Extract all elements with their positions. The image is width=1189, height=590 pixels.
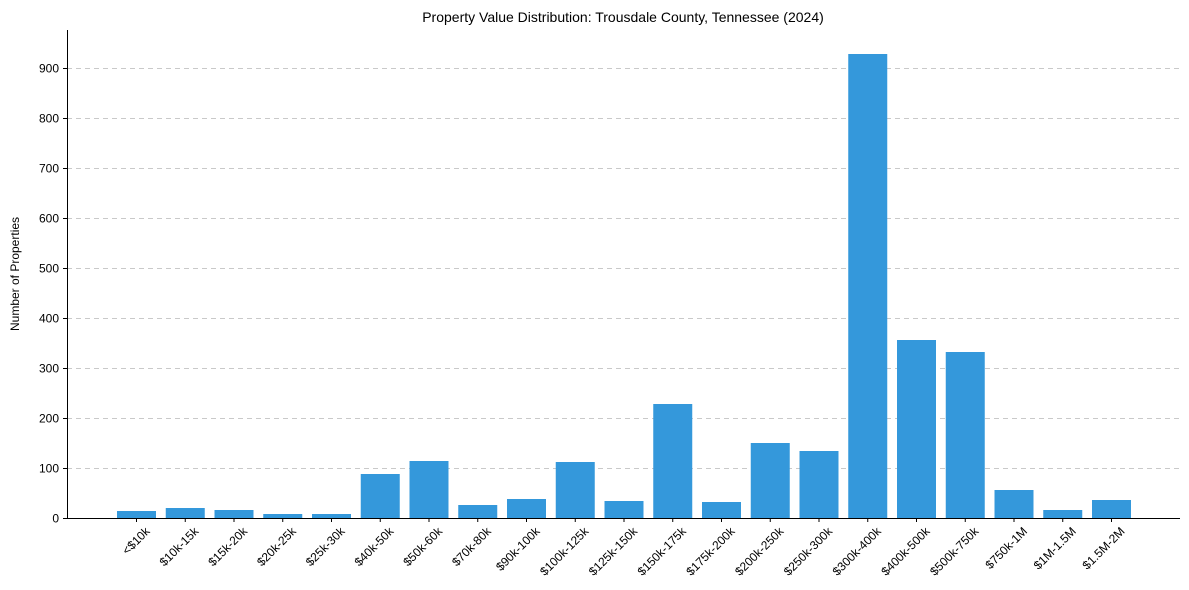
bar [604,501,644,518]
x-tick-label: $750k-1M [982,524,1030,572]
bar [994,490,1034,518]
bar [945,352,985,518]
y-tick-label: 0 [52,512,59,526]
bar [165,508,205,518]
y-tick-label: 300 [39,362,59,376]
x-tick-label: $200k-250k [732,524,787,579]
bar [799,451,839,518]
bar [848,54,888,518]
bar [458,505,498,518]
x-tick-label: $100k-125k [537,524,592,579]
bar [1043,510,1083,518]
bar [312,514,351,518]
y-tick-label: 100 [39,462,59,476]
x-tick-label: $25k-30k [303,524,349,570]
x-tick-label: $1.5M-2M [1080,524,1128,572]
x-tick-label: $250k-300k [781,524,836,579]
x-tick-label: $20k-25k [254,524,300,570]
x-ticks: <$10k $10k-15k $15k-20k $20k-25k $25k-30k $40… [119,518,1128,579]
y-tick-label: 600 [39,212,59,226]
x-tick-label: $70k-80k [449,524,495,570]
bar [263,514,303,518]
x-tick-label: $400k-500k [878,524,933,579]
bar [214,510,254,518]
bar [750,443,790,518]
bar [653,404,693,518]
y-ticks: 0 100 200 300 400 500 600 700 800 900 [39,62,67,526]
bar [1092,500,1131,518]
y-tick-label: 400 [39,312,59,326]
y-tick-label: 700 [39,162,59,176]
bars [117,54,1131,518]
bar [555,462,595,518]
x-tick-label: $15k-20k [205,524,251,570]
x-tick-label: $1M-1.5M [1031,524,1079,572]
y-tick-label: 200 [39,412,59,426]
y-tick-label: 800 [39,112,59,126]
x-tick-label: $150k-175k [635,524,690,579]
bar [507,499,546,518]
gridlines [67,68,1180,469]
y-axis-label: Number of Properties [8,217,22,331]
x-tick-label: $175k-200k [683,524,738,579]
x-tick-label: $40k-50k [352,524,398,570]
bar [702,502,741,518]
bar [117,511,156,518]
bar [409,461,449,518]
x-tick-label: $300k-400k [830,524,885,579]
bar [897,340,936,518]
x-tick-label: <$10k [119,524,153,558]
x-tick-label: $125k-150k [586,524,641,579]
y-tick-label: 900 [39,62,59,76]
bar [360,474,400,518]
x-tick-label: $500k-750k [927,524,982,579]
chart-title: Property Value Distribution: Trousdale C… [422,9,824,25]
x-tick-label: $50k-60k [400,524,446,570]
y-tick-label: 500 [39,262,59,276]
x-tick-label: $10k-15k [157,524,203,570]
x-tick-label: $90k-100k [493,524,543,574]
